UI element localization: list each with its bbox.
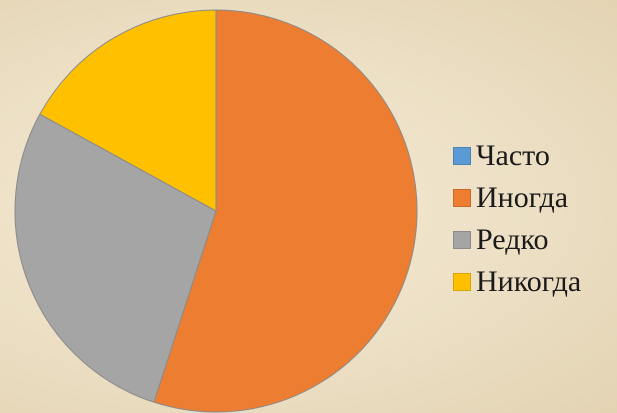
legend-item-chasto: Часто <box>453 136 581 175</box>
legend-label-inogda: Иногда <box>476 180 569 214</box>
legend-swatch-inogda <box>453 188 471 207</box>
pie-slice-redko <box>14 113 217 403</box>
chart-legend: Часто Иногда Редко Никогда <box>453 136 581 301</box>
legend-label-redko: Редко <box>476 222 549 256</box>
pie-slice-nikogda <box>39 9 217 212</box>
legend-swatch-nikogda <box>453 272 471 291</box>
legend-item-nikogda: Никогда <box>453 262 581 301</box>
legend-label-chasto: Часто <box>476 138 550 172</box>
pie-slice-inogda <box>153 9 418 413</box>
legend-item-inogda: Иногда <box>453 178 581 217</box>
legend-label-nikogda: Никогда <box>476 264 582 298</box>
legend-item-redko: Редко <box>453 220 581 259</box>
legend-swatch-redko <box>453 230 471 249</box>
legend-swatch-chasto <box>453 146 471 165</box>
